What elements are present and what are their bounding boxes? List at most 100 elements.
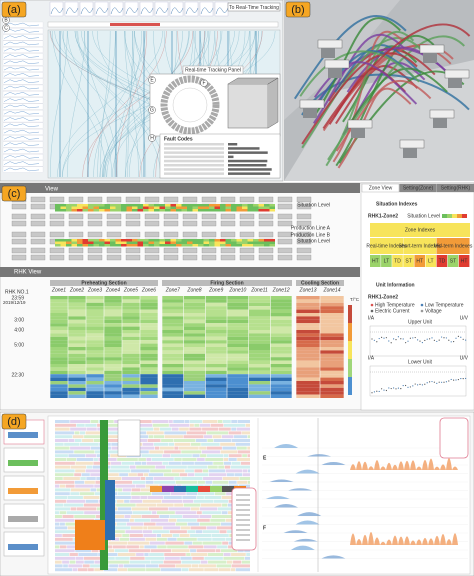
scatter-dot xyxy=(443,381,445,383)
code-cell xyxy=(425,255,437,267)
stripe xyxy=(222,477,239,480)
heat-cell xyxy=(82,244,88,247)
button[interactable] xyxy=(227,2,281,12)
zone-cell xyxy=(183,333,206,337)
scatter-dot xyxy=(397,336,399,338)
unit-box xyxy=(277,238,293,245)
unit-box xyxy=(239,196,255,203)
unit-box xyxy=(49,220,65,227)
stripe xyxy=(201,450,221,454)
stripe xyxy=(213,439,232,442)
heat-cell xyxy=(253,209,259,212)
stripe xyxy=(186,553,191,556)
zone-cell xyxy=(205,330,227,334)
index-group xyxy=(370,238,403,254)
stripe xyxy=(70,488,90,492)
zone-cell xyxy=(205,343,227,347)
unit-box xyxy=(277,254,293,261)
heat-cell xyxy=(170,244,176,247)
zone-cell xyxy=(104,357,122,361)
zone-cell xyxy=(320,377,344,381)
heat-cell xyxy=(99,204,105,207)
zone-cell xyxy=(183,306,206,310)
stripe xyxy=(55,537,73,541)
stripe xyxy=(170,492,186,496)
zone-cell xyxy=(320,333,344,337)
stripe xyxy=(231,427,237,431)
stripe xyxy=(70,446,91,450)
kiln-edges xyxy=(227,77,279,129)
zone-cell xyxy=(248,360,271,364)
stripe xyxy=(74,431,80,435)
stripe xyxy=(198,564,216,568)
unit-box xyxy=(87,231,103,238)
zone-cell xyxy=(104,360,122,364)
button-label[interactable]: To Real-Time Tracking xyxy=(229,5,279,11)
side-chart xyxy=(2,154,44,160)
stripe xyxy=(200,560,208,564)
popup-row xyxy=(236,504,250,506)
heat-cell xyxy=(148,239,154,242)
stripe xyxy=(197,480,205,484)
zone-cell xyxy=(248,384,271,388)
unit-box xyxy=(296,203,312,210)
heat-cell xyxy=(115,206,121,209)
heat-cell xyxy=(137,241,143,244)
stripe xyxy=(55,499,67,503)
stripe xyxy=(149,450,164,454)
scatter-dot xyxy=(460,377,462,380)
heat-cell xyxy=(115,241,121,244)
stripe xyxy=(70,465,87,469)
unit-box xyxy=(201,213,217,220)
legend-step xyxy=(348,323,352,341)
zone-cell xyxy=(122,357,140,361)
zone-cell xyxy=(248,357,271,361)
zone-cell xyxy=(270,330,292,334)
stripe xyxy=(75,556,84,560)
heat-cell xyxy=(187,204,193,207)
stripe xyxy=(146,458,152,461)
stripe xyxy=(70,492,80,496)
fault-row xyxy=(164,143,224,146)
zone-cell xyxy=(68,394,86,398)
stripe xyxy=(55,488,71,492)
stripe xyxy=(84,511,106,515)
orange-wave xyxy=(380,541,386,545)
bump xyxy=(295,520,320,525)
tab-label[interactable]: Setting(RHK) xyxy=(441,185,471,191)
heat-cell xyxy=(115,204,121,207)
heat-cell xyxy=(269,239,275,242)
scatter-dot xyxy=(455,379,457,381)
heat-cell xyxy=(143,204,149,207)
zone-cell xyxy=(140,360,158,364)
color-tile xyxy=(210,486,222,492)
scatter-dot xyxy=(385,337,387,339)
side-chart xyxy=(2,84,44,91)
cabinet-side xyxy=(423,53,437,63)
stripe xyxy=(164,556,180,560)
heat-cell xyxy=(132,241,138,244)
color-tile xyxy=(186,486,198,492)
stripe xyxy=(85,469,101,473)
stripe xyxy=(190,534,212,537)
stripe xyxy=(217,545,228,549)
stripe xyxy=(109,564,119,568)
zone-cell xyxy=(86,387,104,392)
zone-cell xyxy=(320,336,344,341)
heat-cell xyxy=(143,239,149,242)
heat-cell xyxy=(126,241,132,244)
heat-cell xyxy=(209,244,215,247)
heat-cell xyxy=(55,206,61,209)
color-tile xyxy=(174,486,186,492)
panel-label-bg xyxy=(285,1,311,18)
tab-label[interactable]: Setting(Zone) xyxy=(403,185,434,191)
unit-box xyxy=(106,254,122,261)
stripe xyxy=(86,465,93,469)
stripe xyxy=(223,553,231,556)
stripe xyxy=(224,465,231,469)
stripe xyxy=(90,488,97,492)
cabinet xyxy=(324,59,350,69)
tab-label[interactable]: Zone View xyxy=(369,185,393,191)
stripe xyxy=(137,473,144,477)
stripe xyxy=(211,534,229,537)
